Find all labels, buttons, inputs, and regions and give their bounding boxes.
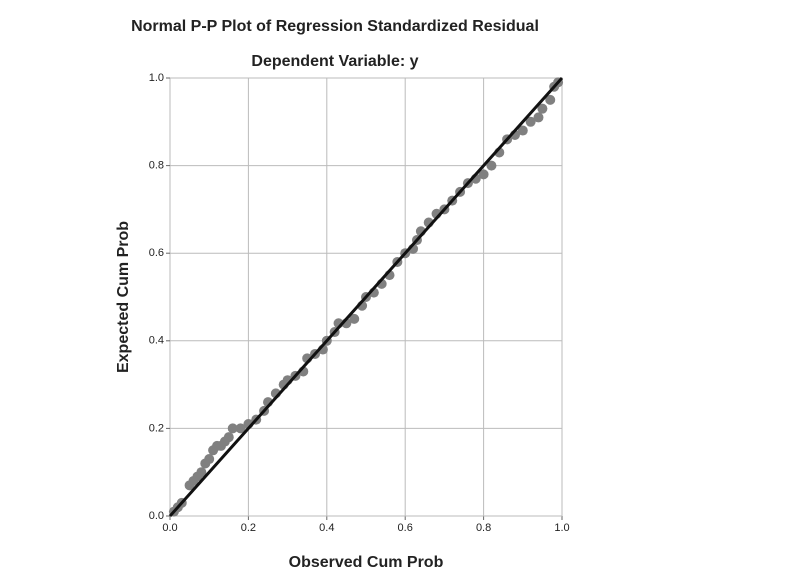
point [227, 423, 238, 434]
reference-line [168, 76, 564, 518]
x-tick-label: 0.0 [162, 522, 177, 534]
point [525, 116, 536, 127]
y-tick-label: 0.6 [149, 247, 164, 259]
y-tick-label: 0.4 [149, 335, 164, 347]
y-tick-label: 0.8 [149, 160, 164, 172]
point [486, 160, 497, 171]
point [196, 467, 207, 478]
y-axis-label: Expected Cum Prob [115, 221, 132, 373]
point [223, 432, 234, 443]
x-tick-label: 0.6 [398, 522, 413, 534]
point [545, 94, 556, 105]
y-tick-label: 0.0 [149, 510, 164, 522]
x-tick-label: 0.8 [476, 522, 491, 534]
point [478, 169, 489, 180]
point [537, 103, 548, 114]
point [235, 423, 246, 434]
chart-subtitle: Dependent Variable: y [251, 53, 418, 70]
y-tick-label: 1.0 [149, 72, 164, 84]
x-tick-label: 1.0 [554, 522, 569, 534]
point [349, 313, 360, 324]
y-tick-label: 0.2 [149, 422, 164, 434]
point [533, 112, 544, 123]
point [204, 454, 215, 465]
x-tick-label: 0.2 [241, 522, 256, 534]
x-axis-label: Observed Cum Prob [289, 554, 444, 571]
point [517, 125, 528, 136]
x-tick-label: 0.4 [319, 522, 334, 534]
chart-title: Normal P-P Plot of Regression Standardiz… [131, 18, 539, 35]
